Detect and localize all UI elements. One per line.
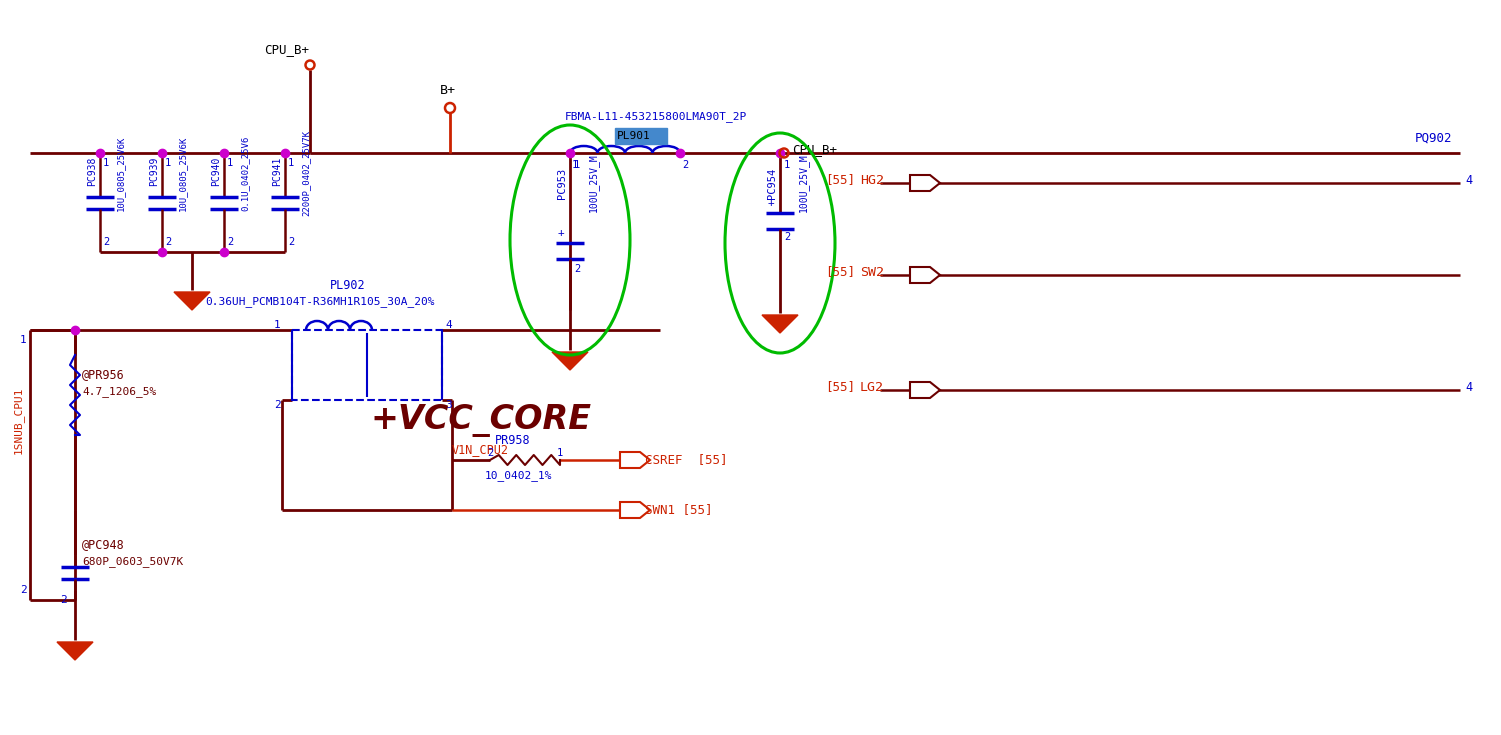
Text: 2: 2 [288, 237, 294, 247]
Text: 2: 2 [165, 237, 171, 247]
Text: @PR956: @PR956 [83, 368, 125, 381]
Text: 2: 2 [227, 237, 233, 247]
Text: 0.36UH_PCMB104T-R36MH1R105_30A_20%: 0.36UH_PCMB104T-R36MH1R105_30A_20% [206, 296, 434, 307]
Text: 2: 2 [486, 448, 494, 458]
Text: 4: 4 [1465, 381, 1472, 393]
Polygon shape [57, 642, 93, 660]
Text: B+: B+ [440, 84, 456, 96]
Text: +: + [769, 198, 775, 208]
Text: 2: 2 [104, 237, 110, 247]
Text: 1: 1 [784, 160, 790, 170]
Text: 1SNUB_CPU1: 1SNUB_CPU1 [12, 387, 24, 453]
Text: 10_0402_1%: 10_0402_1% [485, 470, 552, 481]
Text: CPU_B+: CPU_B+ [264, 43, 309, 57]
Text: PL902: PL902 [330, 279, 366, 292]
Polygon shape [620, 502, 650, 518]
Text: 10U_0805_25V6K: 10U_0805_25V6K [116, 135, 125, 211]
Polygon shape [910, 382, 940, 398]
Text: PC938: PC938 [87, 157, 98, 186]
Text: 2: 2 [20, 585, 27, 595]
Text: 1: 1 [165, 158, 171, 168]
Text: [55]: [55] [826, 381, 856, 393]
Text: 4.7_1206_5%: 4.7_1206_5% [83, 387, 156, 398]
Text: HG2: HG2 [860, 173, 884, 187]
Text: [55]: [55] [826, 173, 856, 187]
Polygon shape [910, 267, 940, 283]
Text: PC954: PC954 [767, 168, 778, 198]
Polygon shape [174, 292, 210, 310]
Text: 1: 1 [557, 448, 563, 458]
Text: PC939: PC939 [149, 157, 159, 186]
FancyBboxPatch shape [615, 128, 666, 144]
Text: 0.1U_0402_25V6: 0.1U_0402_25V6 [240, 135, 249, 211]
Text: SW2: SW2 [860, 265, 884, 279]
Text: PL901: PL901 [617, 131, 651, 141]
Text: 100U_25V_M: 100U_25V_M [799, 154, 809, 212]
Bar [293, 330, 441, 400]
Text: 1: 1 [288, 158, 294, 168]
Text: PC941: PC941 [272, 157, 282, 186]
Text: 1: 1 [20, 335, 27, 345]
Text: 1: 1 [227, 158, 233, 168]
Text: PQ902: PQ902 [1415, 132, 1453, 145]
Text: 1: 1 [275, 320, 281, 330]
Polygon shape [620, 452, 650, 468]
Text: +VCC_CORE: +VCC_CORE [371, 404, 591, 437]
Text: +: + [558, 228, 564, 238]
Text: 4: 4 [1465, 173, 1472, 187]
Text: PC953: PC953 [557, 168, 567, 198]
Text: 2: 2 [681, 160, 689, 170]
Text: FBMA-L11-453215800LMA90T_2P: FBMA-L11-453215800LMA90T_2P [564, 112, 747, 123]
Text: 2: 2 [275, 400, 281, 410]
Text: LG2: LG2 [860, 381, 884, 393]
Text: 10U_0805_25V6K: 10U_0805_25V6K [179, 135, 188, 211]
Text: 2: 2 [573, 264, 581, 274]
Text: 2: 2 [784, 232, 790, 242]
Text: SWN1 [55]: SWN1 [55] [645, 503, 713, 517]
Text: 4: 4 [444, 320, 452, 330]
Polygon shape [910, 175, 940, 191]
Text: 1: 1 [104, 158, 110, 168]
Text: V1N_CPU2: V1N_CPU2 [452, 443, 509, 456]
Text: 1: 1 [572, 160, 578, 170]
Text: PR958: PR958 [495, 434, 531, 446]
Text: @PC948: @PC948 [83, 539, 125, 551]
Polygon shape [552, 352, 588, 370]
Text: 3: 3 [444, 400, 452, 410]
Text: [55]: [55] [826, 265, 856, 279]
Text: 680P_0603_50V7K: 680P_0603_50V7K [83, 556, 183, 567]
Text: 1: 1 [573, 160, 581, 170]
Text: 100U_25V_M: 100U_25V_M [588, 154, 599, 212]
Polygon shape [763, 315, 799, 333]
Text: CPU_B+: CPU_B+ [793, 143, 838, 157]
Text: 2200P_0402_25V7K: 2200P_0402_25V7K [302, 130, 311, 216]
Text: 2: 2 [60, 595, 66, 605]
Text: CSREF  [55]: CSREF [55] [645, 453, 728, 467]
Text: PC940: PC940 [212, 157, 221, 186]
